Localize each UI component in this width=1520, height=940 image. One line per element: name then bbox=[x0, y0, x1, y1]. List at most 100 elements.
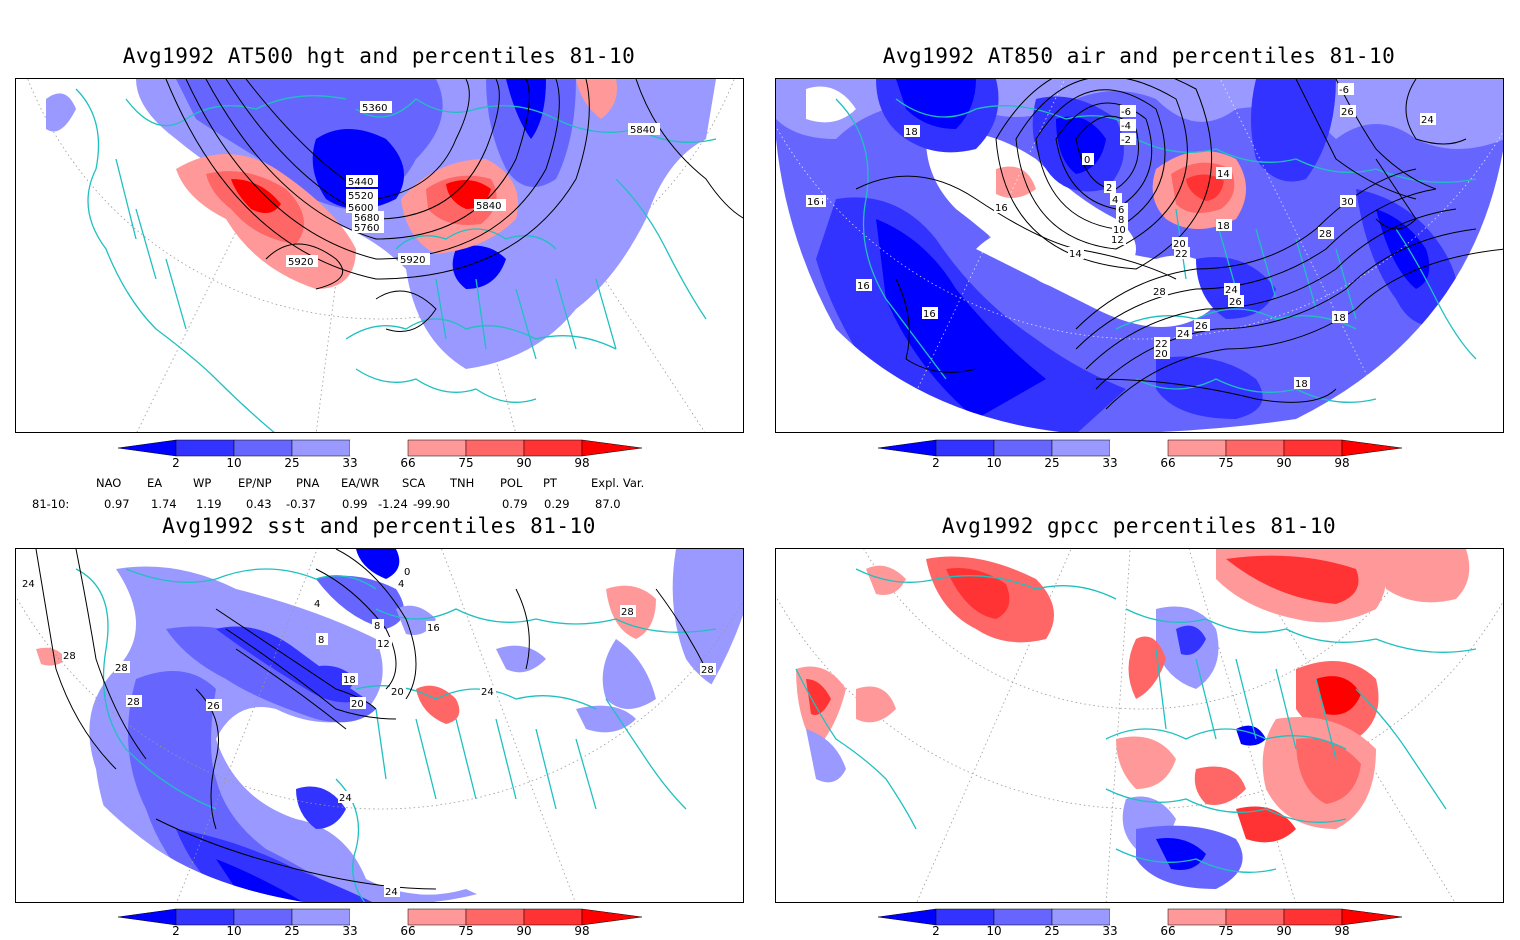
svg-text:2: 2 bbox=[1106, 183, 1112, 194]
index-row-label: 81-10: bbox=[32, 497, 70, 511]
svg-text:5520: 5520 bbox=[348, 191, 373, 202]
svg-text:16: 16 bbox=[427, 623, 440, 634]
colorbar-segments bbox=[117, 908, 643, 926]
map-panel-hgt: 5360 5840 5440 5520 5600 5680 5760 5840 … bbox=[15, 78, 744, 433]
colorbar-label: 75 bbox=[1218, 456, 1234, 470]
svg-text:-2: -2 bbox=[1121, 135, 1131, 146]
colorbar-label: 10 bbox=[226, 456, 242, 470]
colorbar-label: 66 bbox=[1160, 924, 1176, 938]
svg-text:-6: -6 bbox=[1339, 85, 1349, 96]
map-panel-sst: 24 26 28 28 28 0 4 4 8 8 12 16 16 18 20 … bbox=[15, 548, 744, 903]
svg-text:20: 20 bbox=[391, 687, 404, 698]
index-value: 0.79 bbox=[502, 497, 528, 511]
svg-text:24: 24 bbox=[339, 793, 352, 804]
svg-text:26: 26 bbox=[1195, 321, 1208, 332]
index-header: EP/NP bbox=[238, 476, 272, 490]
svg-text:-4: -4 bbox=[1121, 121, 1131, 132]
svg-text:5360: 5360 bbox=[362, 103, 387, 114]
svg-text:14: 14 bbox=[1069, 249, 1082, 260]
svg-text:28: 28 bbox=[115, 663, 128, 674]
svg-text:0: 0 bbox=[1084, 155, 1090, 166]
colorbar-label: 90 bbox=[1276, 456, 1292, 470]
index-value: -99.90 bbox=[413, 497, 451, 511]
colorbar-label: 25 bbox=[1044, 456, 1060, 470]
index-value: -1.24 bbox=[378, 497, 408, 511]
svg-text:5920: 5920 bbox=[288, 257, 313, 268]
panel-title-sst: Avg1992 sst and percentiles 81-10 bbox=[162, 514, 596, 538]
index-header: Expl. Var. bbox=[591, 476, 645, 490]
colorbar-label: 10 bbox=[986, 924, 1002, 938]
colorbar-label: 98 bbox=[574, 924, 590, 938]
svg-text:5680: 5680 bbox=[354, 213, 379, 224]
index-header: WP bbox=[193, 476, 212, 490]
svg-text:26: 26 bbox=[1341, 107, 1354, 118]
colorbar-label: 90 bbox=[1276, 924, 1292, 938]
map-hgt-svg: 5360 5840 5440 5520 5600 5680 5760 5840 … bbox=[27, 79, 743, 432]
svg-text:24: 24 bbox=[1177, 329, 1190, 340]
index-value: 0.99 bbox=[342, 497, 368, 511]
colorbar-label: 33 bbox=[342, 456, 358, 470]
svg-text:24: 24 bbox=[385, 887, 398, 898]
svg-text:5440: 5440 bbox=[348, 177, 373, 188]
map-panel-air: -6 -6 -4 -2 0 2 4 6 8 10 12 14 14 16 16 … bbox=[775, 78, 1504, 433]
colorbar-label: 98 bbox=[1334, 924, 1350, 938]
colorbar-label: 10 bbox=[226, 924, 242, 938]
colorbar-label: 66 bbox=[1160, 456, 1176, 470]
colorbar-label: 98 bbox=[1334, 456, 1350, 470]
colorbar-top-left: 2 10 25 33 66 75 90 98 bbox=[117, 438, 643, 470]
graticule bbox=[16, 549, 743, 902]
colorbar-label: 66 bbox=[400, 924, 416, 938]
svg-text:4: 4 bbox=[1112, 195, 1118, 206]
svg-text:8: 8 bbox=[318, 635, 324, 646]
map-sst-svg: 24 26 28 28 28 0 4 4 8 8 12 16 16 18 20 … bbox=[16, 549, 743, 902]
svg-text:16: 16 bbox=[857, 281, 870, 292]
svg-text:28: 28 bbox=[127, 697, 140, 708]
index-header: EA/WR bbox=[341, 476, 380, 490]
colorbar-label: 25 bbox=[284, 456, 300, 470]
colorbar-label: 75 bbox=[458, 456, 474, 470]
panel-title-air: Avg1992 AT850 air and percentiles 81-10 bbox=[882, 44, 1396, 68]
svg-text:16: 16 bbox=[807, 197, 820, 208]
svg-text:5600: 5600 bbox=[348, 203, 373, 214]
svg-text:5840: 5840 bbox=[476, 201, 501, 212]
colorbar-label: 66 bbox=[400, 456, 416, 470]
graticule bbox=[776, 549, 1503, 902]
svg-text:18: 18 bbox=[343, 675, 356, 686]
index-value: 0.97 bbox=[104, 497, 130, 511]
colorbar-label: 2 bbox=[932, 924, 940, 938]
colorbar-label: 33 bbox=[1102, 924, 1118, 938]
svg-text:5760: 5760 bbox=[354, 223, 379, 234]
colorbar-label: 33 bbox=[342, 924, 358, 938]
coastlines bbox=[75, 88, 717, 432]
colorbar-segments bbox=[877, 908, 1403, 926]
panel-title-hgt: Avg1992 AT500 hgt and percentiles 81-10 bbox=[122, 44, 636, 68]
index-header: POL bbox=[500, 476, 523, 490]
map-gpcc-svg bbox=[776, 549, 1503, 902]
svg-text:12: 12 bbox=[1111, 235, 1124, 246]
colorbar-label: 25 bbox=[284, 924, 300, 938]
map-air-svg: -6 -6 -4 -2 0 2 4 6 8 10 12 14 14 16 16 … bbox=[776, 79, 1503, 432]
svg-text:18: 18 bbox=[1333, 313, 1346, 324]
index-value: 0.29 bbox=[544, 497, 570, 511]
svg-text:28: 28 bbox=[621, 607, 634, 618]
colorbar-label: 98 bbox=[574, 456, 590, 470]
svg-text:22: 22 bbox=[1175, 249, 1188, 260]
contour-labels: -6 -6 -4 -2 0 2 4 6 8 10 12 14 14 16 16 … bbox=[806, 83, 1436, 390]
svg-text:16: 16 bbox=[923, 309, 936, 320]
index-header: SCA bbox=[402, 476, 426, 490]
contour-labels: 5360 5840 5440 5520 5600 5680 5760 5840 … bbox=[286, 101, 660, 268]
anomaly-shading bbox=[36, 549, 743, 902]
colorbar-label: 2 bbox=[172, 456, 180, 470]
colorbar-label: 2 bbox=[172, 924, 180, 938]
svg-text:14: 14 bbox=[1217, 169, 1230, 180]
index-value: 87.0 bbox=[595, 497, 621, 511]
colorbar-svg bbox=[117, 439, 643, 457]
svg-text:12: 12 bbox=[377, 639, 390, 650]
colorbar-label: 75 bbox=[1218, 924, 1234, 938]
colorbar-label: 33 bbox=[1102, 456, 1118, 470]
svg-text:24: 24 bbox=[481, 687, 494, 698]
svg-text:26: 26 bbox=[207, 701, 220, 712]
svg-text:18: 18 bbox=[1217, 221, 1230, 232]
precip-shading bbox=[796, 549, 1470, 889]
colorbar-bottom-left: 2 10 25 33 66 75 90 98 bbox=[117, 907, 643, 939]
